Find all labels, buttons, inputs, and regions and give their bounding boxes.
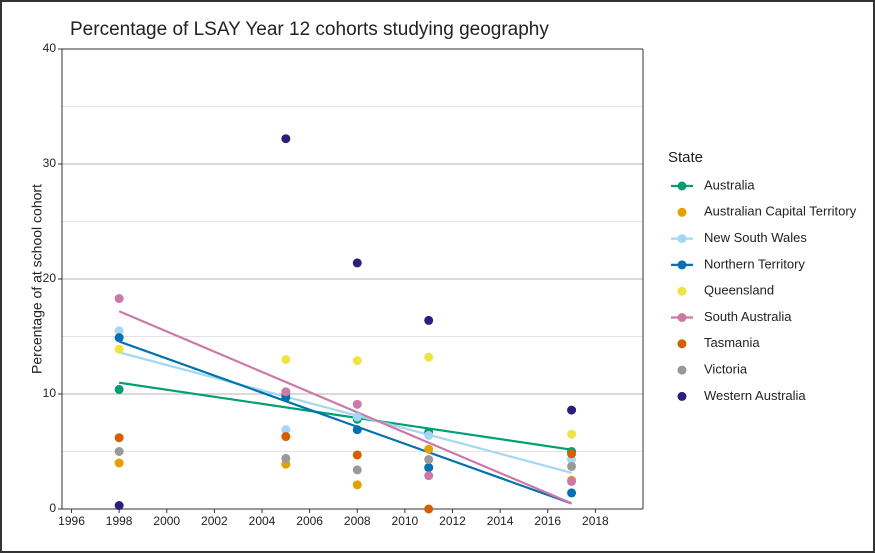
point [352,425,362,435]
point [281,432,291,442]
trend-line [118,340,572,505]
y-tick-label: 20 [43,271,57,285]
x-tick-label: 2018 [582,514,609,528]
x-tick-label: 1998 [106,514,133,528]
legend-dot [677,286,687,296]
legend-label: Australia [704,177,755,192]
legend-label: Western Australia [704,388,806,403]
point [114,294,124,304]
point [114,447,124,456]
legend-label: South Australia [704,309,792,324]
point [114,458,124,468]
legend-label: Northern Territory [704,256,805,271]
legend-dot [677,181,687,191]
trend-line [118,310,572,505]
x-tick-label: 2000 [153,514,180,528]
y-tick-label: 10 [43,386,57,400]
x-tick-label: 2008 [344,514,371,528]
x-tick-label: 2006 [296,514,323,528]
point [352,399,362,409]
legend-label: Queensland [704,283,774,298]
point [352,480,362,490]
legend-label: Australian Capital Territory [704,204,857,219]
point [281,134,291,144]
legend-dot [677,260,687,270]
point [114,501,124,511]
y-tick-label: 30 [43,156,57,170]
point [114,433,124,443]
legend-label: Victoria [704,362,748,377]
x-tick-label: 1996 [58,514,85,528]
point [352,258,362,268]
point [567,461,577,471]
point [352,356,362,366]
legend-label: Tasmania [704,335,760,350]
legend-title: State [668,149,703,166]
y-tick-label: 0 [49,501,56,515]
point [567,429,577,439]
point [281,387,291,397]
x-tick-label: 2012 [439,514,466,528]
point [424,430,434,440]
point [114,344,124,354]
legend-dot [677,207,687,217]
x-tick-label: 2016 [534,514,561,528]
chart-title: Percentage of LSAY Year 12 cohorts study… [70,19,549,40]
point [567,476,577,486]
point [424,455,434,465]
point [114,326,124,336]
point [424,315,434,325]
point [281,355,291,364]
legend-dot [677,365,687,375]
x-tick-label: 2004 [249,514,276,528]
point [281,425,291,435]
point [352,412,362,422]
legend-dot [677,391,687,401]
point [281,453,291,463]
y-tick-label: 40 [43,41,57,55]
point [114,384,124,394]
point [424,471,434,481]
point [424,352,434,362]
point [424,444,434,454]
legend-dot [677,313,687,322]
point [352,450,362,460]
trend-line [118,351,572,474]
legend-label: New South Wales [704,230,807,245]
y-axis-label: Percentage of at school cohort [29,184,45,374]
x-tick-label: 2002 [201,514,228,528]
point [567,405,577,415]
point [114,333,124,343]
x-tick-label: 2014 [487,514,514,528]
point [567,488,577,498]
legend-dot [677,339,687,349]
point [567,449,577,459]
x-tick-label: 2010 [392,514,419,528]
point [352,465,362,475]
legend-dot [677,234,687,244]
trend-line [118,381,572,451]
point [424,504,434,514]
point [424,463,434,473]
